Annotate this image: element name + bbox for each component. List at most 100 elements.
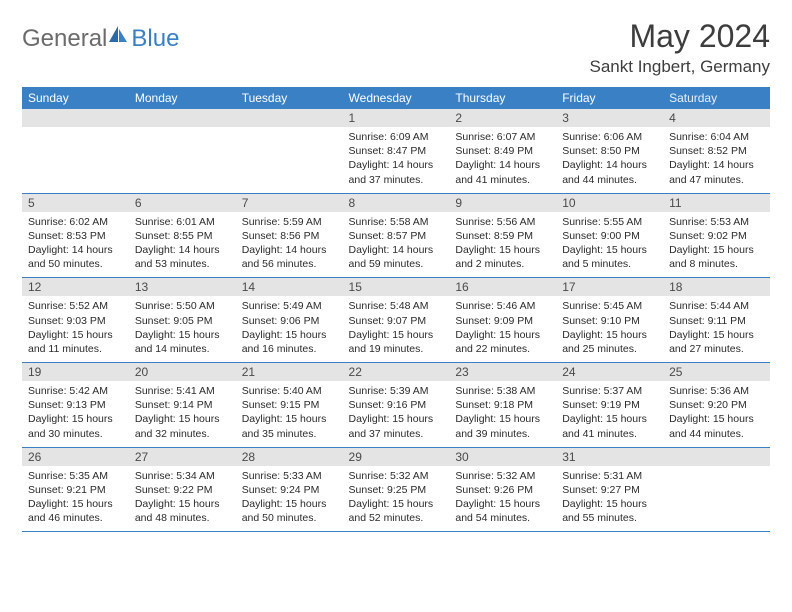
calendar-cell: 6Sunrise: 6:01 AMSunset: 8:55 PMDaylight… [129, 193, 236, 278]
month-title: May 2024 [590, 18, 770, 55]
daylight-text: Daylight: 15 hours and 5 minutes. [562, 243, 657, 271]
sunset-text: Sunset: 9:22 PM [135, 483, 230, 497]
day-number: 31 [556, 448, 663, 466]
sunset-text: Sunset: 9:18 PM [455, 398, 550, 412]
day-number: 16 [449, 278, 556, 296]
daylight-text: Daylight: 14 hours and 44 minutes. [562, 158, 657, 186]
day-info: Sunrise: 5:31 AMSunset: 9:27 PMDaylight:… [556, 466, 663, 532]
day-info: Sunrise: 6:07 AMSunset: 8:49 PMDaylight:… [449, 127, 556, 193]
sunset-text: Sunset: 9:00 PM [562, 229, 657, 243]
day-number: 28 [236, 448, 343, 466]
sunset-text: Sunset: 9:24 PM [242, 483, 337, 497]
day-number: 11 [663, 194, 770, 212]
calendar-cell: 16Sunrise: 5:46 AMSunset: 9:09 PMDayligh… [449, 278, 556, 363]
sunrise-text: Sunrise: 5:35 AM [28, 469, 123, 483]
calendar-cell: 19Sunrise: 5:42 AMSunset: 9:13 PMDayligh… [22, 363, 129, 448]
sunset-text: Sunset: 9:21 PM [28, 483, 123, 497]
day-info: Sunrise: 5:34 AMSunset: 9:22 PMDaylight:… [129, 466, 236, 532]
daylight-text: Daylight: 15 hours and 32 minutes. [135, 412, 230, 440]
daylight-text: Daylight: 14 hours and 37 minutes. [349, 158, 444, 186]
sunset-text: Sunset: 9:09 PM [455, 314, 550, 328]
sunset-text: Sunset: 8:49 PM [455, 144, 550, 158]
day-info: Sunrise: 5:58 AMSunset: 8:57 PMDaylight:… [343, 212, 450, 278]
calendar-cell: 10Sunrise: 5:55 AMSunset: 9:00 PMDayligh… [556, 193, 663, 278]
sunset-text: Sunset: 9:27 PM [562, 483, 657, 497]
day-info: Sunrise: 5:59 AMSunset: 8:56 PMDaylight:… [236, 212, 343, 278]
calendar-cell [236, 109, 343, 193]
day-info: Sunrise: 5:42 AMSunset: 9:13 PMDaylight:… [22, 381, 129, 447]
sunrise-text: Sunrise: 5:56 AM [455, 215, 550, 229]
sunset-text: Sunset: 8:52 PM [669, 144, 764, 158]
title-block: May 2024 Sankt Ingbert, Germany [590, 18, 770, 77]
calendar-cell: 15Sunrise: 5:48 AMSunset: 9:07 PMDayligh… [343, 278, 450, 363]
sunset-text: Sunset: 8:47 PM [349, 144, 444, 158]
calendar-cell: 31Sunrise: 5:31 AMSunset: 9:27 PMDayligh… [556, 447, 663, 532]
day-number [663, 448, 770, 466]
day-number: 3 [556, 109, 663, 127]
daylight-text: Daylight: 14 hours and 41 minutes. [455, 158, 550, 186]
daylight-text: Daylight: 15 hours and 8 minutes. [669, 243, 764, 271]
sunset-text: Sunset: 9:26 PM [455, 483, 550, 497]
calendar-cell: 1Sunrise: 6:09 AMSunset: 8:47 PMDaylight… [343, 109, 450, 193]
daylight-text: Daylight: 15 hours and 27 minutes. [669, 328, 764, 356]
day-number: 7 [236, 194, 343, 212]
sunrise-text: Sunrise: 5:34 AM [135, 469, 230, 483]
daylight-text: Daylight: 15 hours and 22 minutes. [455, 328, 550, 356]
calendar-cell: 2Sunrise: 6:07 AMSunset: 8:49 PMDaylight… [449, 109, 556, 193]
sunrise-text: Sunrise: 5:36 AM [669, 384, 764, 398]
day-number: 19 [22, 363, 129, 381]
day-number: 9 [449, 194, 556, 212]
sunrise-text: Sunrise: 5:50 AM [135, 299, 230, 313]
weekday-header: Saturday [663, 87, 770, 109]
header: General Blue May 2024 Sankt Ingbert, Ger… [22, 18, 770, 77]
day-info: Sunrise: 5:56 AMSunset: 8:59 PMDaylight:… [449, 212, 556, 278]
sunset-text: Sunset: 8:56 PM [242, 229, 337, 243]
day-number [129, 109, 236, 127]
day-info: Sunrise: 5:52 AMSunset: 9:03 PMDaylight:… [22, 296, 129, 362]
calendar-cell: 18Sunrise: 5:44 AMSunset: 9:11 PMDayligh… [663, 278, 770, 363]
daylight-text: Daylight: 14 hours and 56 minutes. [242, 243, 337, 271]
calendar-cell [129, 109, 236, 193]
calendar-cell: 14Sunrise: 5:49 AMSunset: 9:06 PMDayligh… [236, 278, 343, 363]
day-info: Sunrise: 5:49 AMSunset: 9:06 PMDaylight:… [236, 296, 343, 362]
day-info: Sunrise: 5:44 AMSunset: 9:11 PMDaylight:… [663, 296, 770, 362]
sunset-text: Sunset: 9:05 PM [135, 314, 230, 328]
calendar-cell: 12Sunrise: 5:52 AMSunset: 9:03 PMDayligh… [22, 278, 129, 363]
brand-part1: General [22, 25, 107, 53]
sunset-text: Sunset: 8:57 PM [349, 229, 444, 243]
sunrise-text: Sunrise: 6:04 AM [669, 130, 764, 144]
sunset-text: Sunset: 9:06 PM [242, 314, 337, 328]
day-number: 17 [556, 278, 663, 296]
daylight-text: Daylight: 15 hours and 39 minutes. [455, 412, 550, 440]
sunset-text: Sunset: 9:02 PM [669, 229, 764, 243]
weekday-header: Wednesday [343, 87, 450, 109]
day-number: 27 [129, 448, 236, 466]
daylight-text: Daylight: 14 hours and 59 minutes. [349, 243, 444, 271]
day-number: 2 [449, 109, 556, 127]
daylight-text: Daylight: 15 hours and 37 minutes. [349, 412, 444, 440]
calendar-cell: 4Sunrise: 6:04 AMSunset: 8:52 PMDaylight… [663, 109, 770, 193]
day-info-empty [22, 127, 129, 193]
sunrise-text: Sunrise: 6:02 AM [28, 215, 123, 229]
calendar-cell: 29Sunrise: 5:32 AMSunset: 9:25 PMDayligh… [343, 447, 450, 532]
day-number: 6 [129, 194, 236, 212]
calendar-cell: 22Sunrise: 5:39 AMSunset: 9:16 PMDayligh… [343, 363, 450, 448]
daylight-text: Daylight: 15 hours and 16 minutes. [242, 328, 337, 356]
sunrise-text: Sunrise: 5:32 AM [455, 469, 550, 483]
day-info: Sunrise: 5:36 AMSunset: 9:20 PMDaylight:… [663, 381, 770, 447]
sunset-text: Sunset: 8:50 PM [562, 144, 657, 158]
sunset-text: Sunset: 9:19 PM [562, 398, 657, 412]
day-info: Sunrise: 5:40 AMSunset: 9:15 PMDaylight:… [236, 381, 343, 447]
day-info-empty [129, 127, 236, 193]
calendar-cell: 8Sunrise: 5:58 AMSunset: 8:57 PMDaylight… [343, 193, 450, 278]
day-number: 14 [236, 278, 343, 296]
sunrise-text: Sunrise: 5:45 AM [562, 299, 657, 313]
sunset-text: Sunset: 8:53 PM [28, 229, 123, 243]
sunrise-text: Sunrise: 5:37 AM [562, 384, 657, 398]
calendar-cell: 27Sunrise: 5:34 AMSunset: 9:22 PMDayligh… [129, 447, 236, 532]
calendar-cell: 20Sunrise: 5:41 AMSunset: 9:14 PMDayligh… [129, 363, 236, 448]
day-info-empty [663, 466, 770, 532]
day-info: Sunrise: 5:33 AMSunset: 9:24 PMDaylight:… [236, 466, 343, 532]
calendar-table: Sunday Monday Tuesday Wednesday Thursday… [22, 87, 770, 532]
daylight-text: Daylight: 15 hours and 55 minutes. [562, 497, 657, 525]
